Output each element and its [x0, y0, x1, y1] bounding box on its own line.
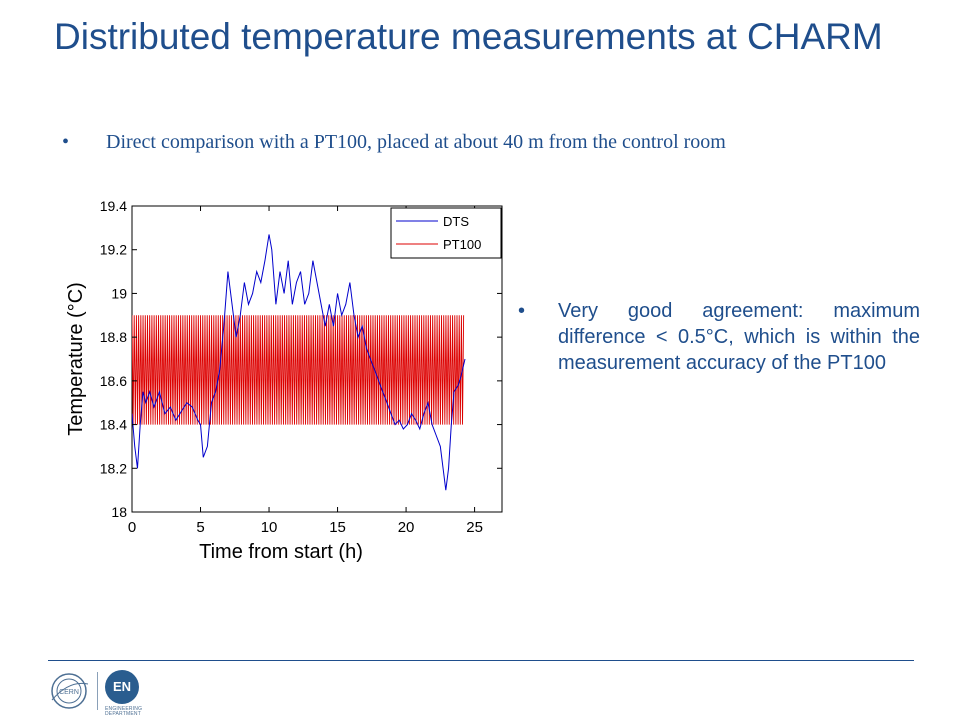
en-logo-line1: ENGINEERING	[105, 706, 143, 712]
x-tick-label: 20	[398, 519, 415, 536]
legend-label-pt100: PT100	[443, 237, 481, 252]
slide-title: Distributed temperature measurements at …	[54, 16, 883, 57]
en-logo-line2: DEPARTMENT	[105, 711, 141, 717]
temperature-chart: 18 18.2 18.4 18.6 18.8 19 19.2 19.4 0 5 10 15 20 25 T…	[60, 186, 510, 566]
logo-separator	[97, 672, 98, 710]
cern-logo-text: CERN	[59, 689, 79, 696]
y-tick-label: 18.6	[100, 373, 127, 389]
legend-label-dts: DTS	[443, 214, 469, 229]
y-tick-label: 18.4	[100, 417, 127, 433]
y-tick-label: 18	[111, 504, 127, 520]
series-line-dts	[132, 234, 466, 491]
y-tick-label: 18.8	[100, 329, 127, 345]
bullet-dot: •	[62, 131, 70, 153]
side-bullet-text: Very good agreement: maximum difference …	[558, 300, 920, 374]
en-logo-badge: EN	[105, 670, 139, 704]
x-axis-label: Time from start (h)	[199, 541, 363, 563]
en-department-logo: EN ENGINEERING DEPARTMENT	[105, 670, 165, 717]
x-tick-label: 5	[196, 519, 204, 536]
footer-divider	[48, 660, 914, 661]
series-line-pt100	[132, 315, 465, 425]
side-bullet: • Very good agreement: maximum differenc…	[518, 298, 920, 376]
y-tick-label: 19	[111, 285, 127, 301]
chart-legend: DTS PT100	[390, 207, 502, 259]
y-tick-label: 19.2	[100, 242, 127, 258]
x-tick-label: 15	[329, 519, 346, 536]
y-axis-label: Temperature (°C)	[65, 282, 87, 436]
y-tick-label: 18.2	[100, 460, 127, 476]
x-tick-label: 0	[128, 519, 136, 536]
top-bullet-text: Direct comparison with a PT100, placed a…	[106, 131, 726, 153]
x-tick-label: 25	[466, 519, 483, 536]
bullet-dot: •	[518, 300, 526, 322]
x-tick-label: 10	[261, 519, 278, 536]
y-tick-label: 19.4	[100, 198, 127, 214]
chart-svg: 18 18.2 18.4 18.6 18.8 19 19.2 19.4 0 5 10 15 20 25 T…	[65, 198, 503, 563]
legend-box	[390, 207, 502, 259]
cern-logo: CERN	[51, 673, 89, 709]
